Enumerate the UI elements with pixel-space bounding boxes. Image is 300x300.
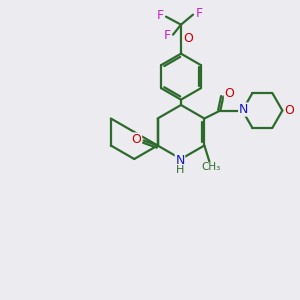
Text: O: O xyxy=(224,87,234,100)
Text: O: O xyxy=(132,133,142,146)
Text: O: O xyxy=(284,104,294,117)
Text: F: F xyxy=(164,29,171,42)
Text: O: O xyxy=(183,32,193,45)
Text: H: H xyxy=(176,165,184,175)
Text: F: F xyxy=(195,7,203,20)
Text: N: N xyxy=(239,103,248,116)
Text: F: F xyxy=(156,9,164,22)
Text: N: N xyxy=(175,154,185,166)
Text: CH₃: CH₃ xyxy=(202,163,221,172)
